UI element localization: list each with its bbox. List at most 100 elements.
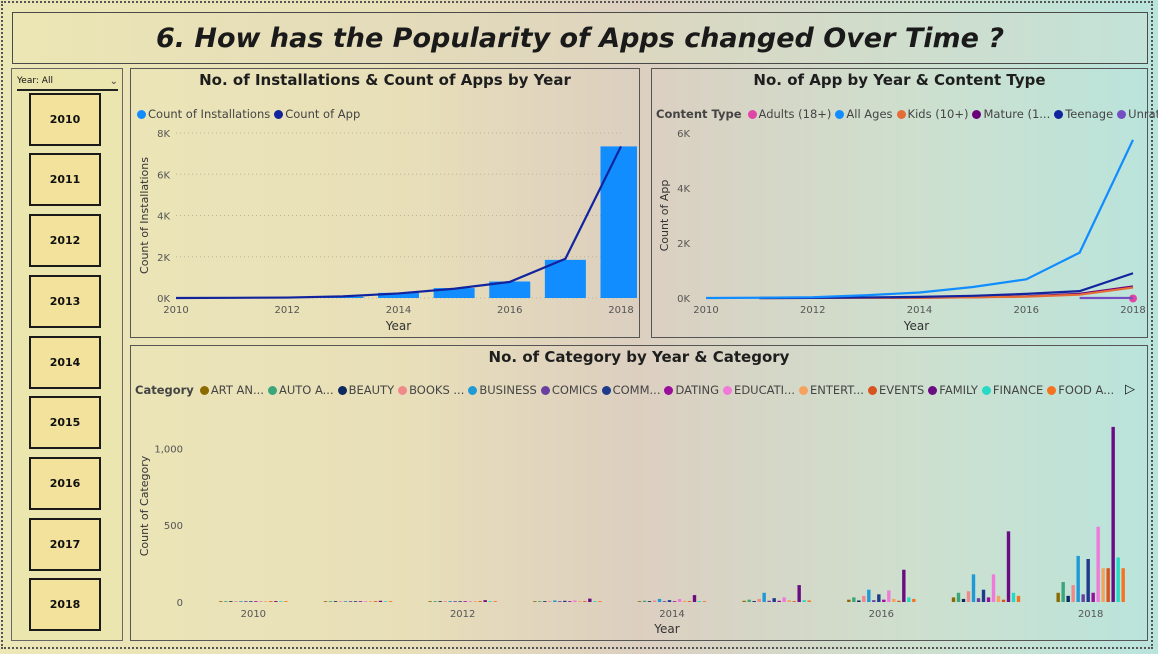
year-slicer-dropdown[interactable]: Year: All ⌄ (17, 73, 118, 91)
legend-item-category[interactable]: EVENTS (867, 383, 924, 397)
category-bar (538, 601, 542, 602)
legend-dot-icon (199, 385, 209, 395)
legend-item-category[interactable]: EDUCATI... (723, 383, 795, 397)
x-tick-label: 2012 (800, 305, 825, 316)
year-button-2013[interactable]: 2013 (29, 275, 101, 328)
y-tick-label: 2K (677, 239, 690, 250)
category-bar (269, 601, 273, 602)
year-button-2016[interactable]: 2016 (29, 457, 101, 510)
category-bar (284, 601, 288, 602)
y-tick-label: 2K (157, 253, 170, 264)
legend-item-category[interactable]: AUTO A... (267, 383, 334, 397)
legend-item-category[interactable]: BUSINESS (468, 383, 537, 397)
category-bar (433, 601, 437, 602)
category-bar (453, 601, 457, 602)
legend-item-category[interactable]: ENTERT... (798, 383, 864, 397)
category-bar (488, 601, 492, 602)
legend-item-installations[interactable]: Count of Installations (137, 107, 270, 121)
category-bar (966, 591, 971, 602)
installations-legend: Count of Installations Count of App (137, 107, 364, 121)
category-bar (279, 601, 283, 602)
category-bar (976, 598, 981, 602)
legend-item-category[interactable]: BEAUTY (337, 383, 394, 397)
legend-item-category[interactable]: FAMILY (928, 383, 978, 397)
legend-item-unrated[interactable]: Unrated (1117, 107, 1158, 121)
year-button-2014[interactable]: 2014 (29, 336, 101, 389)
count-of-app-line (175, 145, 622, 300)
category-bar (956, 592, 961, 602)
legend-item-adults[interactable]: Adults (18+) (747, 107, 831, 121)
legend-dot-icon (928, 385, 938, 395)
installations-chart-title: No. of Installations & Count of Apps by … (199, 71, 571, 89)
legend-dot-icon (972, 109, 982, 119)
category-bar (1081, 594, 1085, 602)
legend-item-category[interactable]: COMICS (540, 383, 598, 397)
category-bar (961, 598, 966, 602)
category-bar (548, 601, 552, 602)
category-bar (697, 601, 702, 602)
legend-dot-icon (274, 109, 284, 119)
category-bar (702, 601, 707, 602)
category-bar (348, 601, 353, 602)
category-bar (383, 601, 388, 602)
legend-item-label: COMM... (612, 383, 661, 397)
category-bar (463, 601, 467, 602)
y-tick-label: 6K (157, 170, 170, 181)
y-tick-label: 0K (677, 294, 690, 305)
legend-next-arrow-icon[interactable]: ▷ (1125, 382, 1135, 397)
category-bar (752, 601, 756, 602)
legend-item-mature[interactable]: Mature (1... (972, 107, 1050, 121)
legend-item-label: ENTERT... (809, 383, 864, 397)
category-bar (249, 601, 253, 602)
category-bar (1056, 592, 1060, 602)
category-bar (677, 598, 682, 602)
legend-item-category[interactable]: DATING (664, 383, 719, 397)
legend-item-category[interactable]: FINANCE (981, 383, 1043, 397)
category-bar (1096, 526, 1100, 602)
year-button-2017[interactable]: 2017 (29, 518, 101, 571)
category-bar (642, 600, 647, 602)
y-tick-label: 4K (677, 184, 690, 195)
category-bar (807, 600, 811, 602)
legend-item-kids[interactable]: Kids (10+) (896, 107, 968, 121)
category-bar (787, 600, 791, 602)
category-bar (468, 601, 472, 602)
category-bar (259, 601, 263, 602)
installations-chart-panel: No. of Installations & Count of Apps by … (130, 68, 640, 338)
year-button-2012[interactable]: 2012 (29, 214, 101, 267)
category-bar (667, 600, 672, 602)
category-bar (757, 598, 761, 602)
category-bar (857, 600, 861, 602)
legend-item-category[interactable]: BOOKS ... (398, 383, 464, 397)
year-button-2011[interactable]: 2011 (29, 153, 101, 206)
category-bar (907, 597, 911, 602)
category-bar (373, 601, 378, 602)
y-tick-label: 0K (157, 294, 170, 305)
category-bar (847, 599, 851, 602)
content-type-legend-title: Content Type (656, 107, 742, 121)
page-title: 6. How has the Popularity of Apps change… (155, 22, 1005, 54)
category-bar (363, 601, 368, 602)
legend-item-count-of-app[interactable]: Count of App (274, 107, 360, 121)
category-bar (897, 600, 901, 602)
legend-item-category[interactable]: FOOD A... (1047, 383, 1114, 397)
category-bar (747, 599, 751, 602)
year-button-2010[interactable]: 2010 (29, 93, 101, 146)
category-bar (1116, 557, 1120, 602)
year-button-2018[interactable]: 2018 (29, 578, 101, 631)
category-bar (558, 601, 562, 602)
category-bar (533, 601, 537, 602)
legend-dot-icon (1054, 109, 1064, 119)
y-tick-label: 500 (164, 521, 183, 532)
legend-item-category[interactable]: ART AN... (199, 383, 264, 397)
chevron-down-icon[interactable]: ⌄ (109, 75, 118, 87)
legend-dot-icon (896, 109, 906, 119)
legend-item-all-ages[interactable]: All Ages (835, 107, 893, 121)
year-button-2015[interactable]: 2015 (29, 396, 101, 449)
category-bar (1111, 426, 1115, 602)
category-bar (912, 598, 916, 602)
category-bar (358, 601, 363, 602)
legend-item-teenage[interactable]: Teenage (1054, 107, 1113, 121)
legend-item-label: DATING (675, 383, 720, 397)
legend-item-category[interactable]: COMM... (601, 383, 661, 397)
